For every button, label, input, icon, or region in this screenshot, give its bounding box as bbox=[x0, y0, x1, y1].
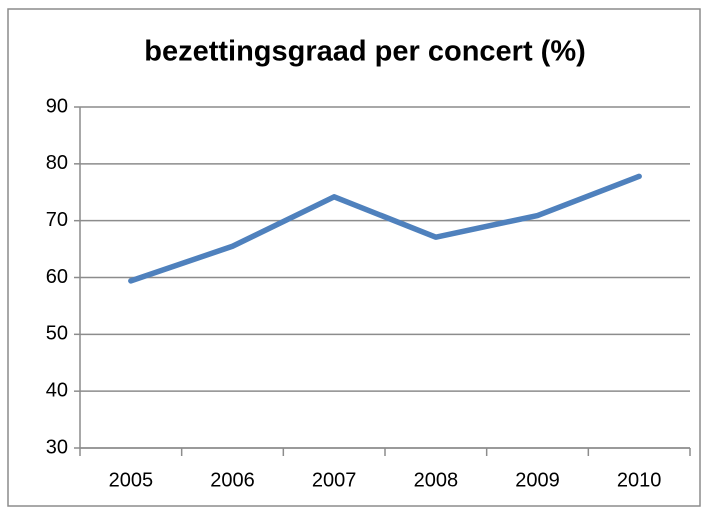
x-tick-label: 2007 bbox=[312, 469, 357, 491]
chart-border bbox=[7, 8, 701, 507]
y-tick-label: 40 bbox=[46, 379, 68, 401]
x-tick-label: 2009 bbox=[515, 469, 560, 491]
x-tick-label: 2008 bbox=[414, 469, 459, 491]
y-tick-label: 50 bbox=[46, 323, 68, 345]
x-tick-label: 2010 bbox=[617, 469, 662, 491]
y-tick-label: 60 bbox=[46, 266, 68, 288]
y-tick-label: 90 bbox=[46, 95, 68, 117]
chart-title: bezettingsgraad per concert (%) bbox=[144, 36, 586, 68]
data-line bbox=[128, 173, 642, 284]
x-tick-label: 2005 bbox=[109, 469, 154, 491]
y-tick-label: 70 bbox=[46, 209, 68, 231]
y-tick-label: 30 bbox=[46, 436, 68, 458]
y-tick-label: 80 bbox=[46, 152, 68, 174]
x-tick-label: 2006 bbox=[210, 469, 255, 491]
